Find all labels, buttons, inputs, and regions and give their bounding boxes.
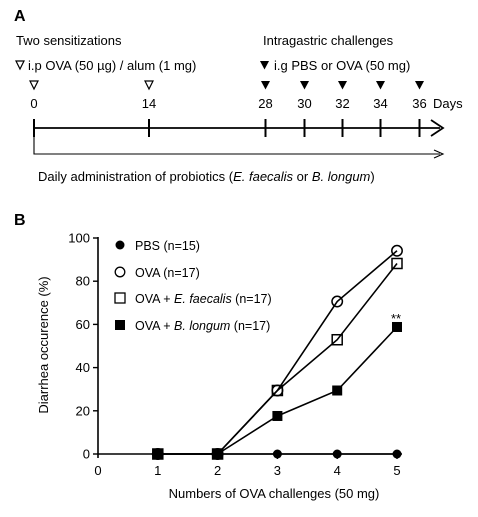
point-ova-bl-3 [272, 410, 283, 421]
point-ova-5 [391, 244, 403, 257]
y-axis-title: Diarrhea occurence (%) [36, 276, 51, 413]
y-tick-label: 60 [76, 317, 90, 332]
x-tick-label: 1 [154, 463, 161, 478]
x-tick-label: 0 [94, 463, 101, 478]
point-pbs-3 [272, 449, 282, 459]
point-ova-ef-5 [391, 257, 403, 270]
days-label: Days [433, 96, 463, 111]
legend-marker-ova-bl [115, 320, 125, 330]
x-tick-label: 2 [214, 463, 221, 478]
challenge-title: Intragastric challenges [263, 33, 394, 48]
legend-label-ova-bl: OVA + B. longum (n=17) [135, 319, 270, 333]
open-triangle-icon [15, 60, 25, 71]
point-ova-bl-4 [332, 385, 343, 396]
day-label-34: 34 [373, 96, 387, 111]
point-ova-ef-4 [331, 333, 343, 346]
legend-label-pbs: PBS (n=15) [135, 239, 200, 253]
probiotics-bracket [33, 137, 440, 155]
point-ova-bl-2 [212, 449, 223, 459]
y-tick-label: 40 [76, 360, 90, 375]
y-tick-label: 100 [68, 231, 90, 246]
probiotics-caption: Daily administration of probiotics (E. f… [38, 169, 375, 184]
point-ova-bl-1 [152, 449, 163, 459]
legend-marker-ova [114, 266, 126, 278]
y-tick-label: 0 [83, 447, 90, 462]
day-0-marker-icon [29, 80, 39, 91]
point-pbs-4 [332, 449, 342, 459]
x-ticks: 0 1 2 3 4 5 [94, 454, 401, 478]
day-30-marker-icon [300, 81, 309, 90]
x-tick-label: 5 [393, 463, 400, 478]
day-28-marker-icon [261, 81, 270, 90]
day-14-marker-icon [144, 80, 154, 91]
point-pbs-5 [392, 449, 402, 459]
day-label-14: 14 [142, 96, 156, 111]
x-axis-title: Numbers of OVA challenges (50 mg) [169, 486, 380, 501]
significance-marker: ** [391, 311, 401, 326]
day-34-marker-icon [376, 81, 385, 90]
day-32-marker-icon [338, 81, 347, 90]
challenge-route: i.g PBS or OVA (50 mg) [274, 58, 410, 73]
filled-triangle-icon [260, 61, 269, 70]
panel-b-letter: B [14, 212, 26, 229]
y-ticks: 0 20 40 60 80 100 [68, 231, 98, 462]
y-tick-label: 80 [76, 274, 90, 289]
sensitization-title: Two sensitizations [16, 33, 122, 48]
series-line-ova [157, 250, 398, 455]
day-label-30: 30 [297, 96, 311, 111]
legend-label-ova: OVA (n=17) [135, 266, 200, 280]
panel-a-letter: A [14, 8, 26, 25]
point-ova-4 [331, 295, 344, 308]
day-label-28: 28 [258, 96, 272, 111]
probiotics-arrow-icon [433, 149, 445, 159]
day-label-32: 32 [335, 96, 349, 111]
legend: PBS (n=15) OVA (n=17) OVA + E. faecalis … [114, 239, 272, 333]
series-lines [157, 250, 398, 455]
legend-label-ova-ef: OVA + E. faecalis (n=17) [135, 292, 272, 306]
sensitization-route: i.p OVA (50 µg) / alum (1 mg) [28, 58, 196, 73]
y-tick-label: 20 [76, 403, 90, 418]
series-markers [151, 244, 403, 460]
x-tick-label: 3 [274, 463, 281, 478]
day-36-marker-icon [415, 81, 424, 90]
day-label-36: 36 [412, 96, 426, 111]
day-label-0: 0 [30, 96, 37, 111]
point-ova-2 [211, 448, 224, 460]
point-ova-bl-5 [392, 321, 402, 332]
x-tick-label: 4 [334, 463, 341, 478]
point-ova-3 [271, 384, 284, 397]
point-ova-1 [151, 448, 164, 460]
legend-marker-pbs [115, 240, 125, 250]
legend-marker-ova-ef [114, 292, 126, 304]
timeline-arrow-icon [430, 119, 445, 137]
